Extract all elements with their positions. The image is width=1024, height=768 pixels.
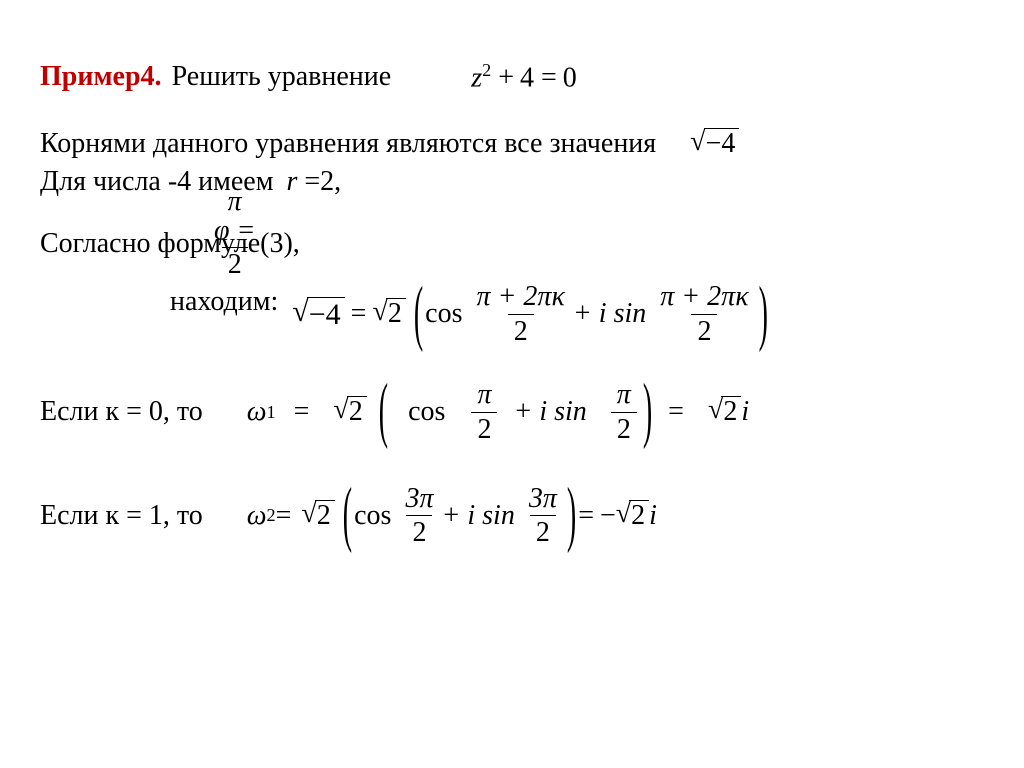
lparen-icon: ( — [414, 281, 423, 346]
sqrt-arg: −4 — [704, 128, 740, 160]
case1-line: Если к = 1, то ω2 = √ 2 ( cos 3π 2 + i s… — [40, 484, 994, 548]
case0-f2n: π — [613, 380, 635, 411]
case1-cos: cos — [354, 500, 391, 532]
case1-res-tail: i — [649, 500, 657, 532]
case1-res-neg: − — [600, 500, 616, 532]
case0-coef-arg: 2 — [347, 396, 367, 428]
eq-var: z — [471, 62, 482, 93]
case0-res-sqrt: √ 2 — [708, 396, 741, 428]
rparen-icon: ) — [759, 281, 768, 346]
example-label: Пример4. — [40, 61, 162, 93]
coef-sqrt-arg: 2 — [386, 298, 406, 330]
lhs-sqrt: √ −4 — [292, 297, 344, 331]
mf-eq: = — [351, 298, 367, 330]
eq-plus: + — [498, 62, 514, 93]
case1-f2n: 3π — [525, 484, 561, 515]
r-var: r — [286, 166, 297, 198]
artifact-den: 2 — [222, 247, 248, 279]
artifact-num: π — [210, 188, 259, 216]
case1-f2d: 2 — [530, 515, 556, 547]
mf-f2-num: π + 2πκ — [656, 282, 752, 313]
lparen-icon: ( — [343, 483, 352, 548]
overlay-artifact: π φ = 2 — [210, 188, 259, 280]
mf-f2-den: 2 — [691, 314, 717, 346]
case0-f2d: 2 — [611, 412, 637, 444]
mf-isin: + i sin — [573, 298, 646, 330]
case0-res-eq: = — [668, 396, 684, 428]
case1-text: Если к = 1, то — [40, 500, 203, 532]
case0-f1n: π — [473, 380, 495, 411]
case0-omega: ω — [247, 396, 267, 428]
formula-ref-text: Согласно формуле(3), — [40, 228, 300, 260]
task-text: Решить уравнение — [172, 61, 392, 93]
case1-idx: 2 — [267, 505, 276, 526]
case1-coef-arg: 2 — [315, 500, 335, 532]
case0-res-arg: 2 — [721, 396, 741, 428]
lparen-icon: ( — [379, 379, 388, 444]
case0-text: Если к = 0, то — [40, 396, 203, 428]
equation: z2 +4 =0 — [471, 60, 577, 94]
sqrt-neg4-icon: √ −4 — [690, 128, 739, 160]
case0-line: Если к = 0, то ω1 = √ 2 ( cos π 2 + i si… — [40, 380, 994, 444]
mf-cos: cos — [425, 298, 462, 330]
eq-eq: = — [541, 62, 557, 93]
mf-f1-den: 2 — [508, 314, 534, 346]
roots-line: Корнями данного уравнения являются все з… — [40, 128, 994, 160]
page: Пример4. Решить уравнение z2 +4 =0 Корня… — [0, 0, 1024, 768]
case0-frac1: π 2 — [471, 380, 497, 444]
artifact-phi: φ = — [210, 216, 259, 247]
find-text: находим: — [170, 282, 278, 318]
mf-frac2: π + 2πκ 2 — [656, 282, 752, 346]
case1-isin: + i sin — [441, 500, 514, 532]
roots-text: Корнями данного уравнения являются все з… — [40, 128, 656, 160]
eq-const: 4 — [520, 62, 534, 93]
case0-res-tail: i — [741, 396, 749, 428]
case1-frac2: 3π 2 — [525, 484, 561, 548]
rparen-icon: ) — [643, 379, 652, 444]
coef-sqrt: √ 2 — [372, 298, 405, 330]
case1-f1d: 2 — [406, 515, 432, 547]
case1-res-arg: 2 — [629, 500, 649, 532]
lhs-sqrt-arg: −4 — [307, 297, 345, 331]
r-eq: =2, — [304, 166, 341, 198]
case0-frac2: π 2 — [611, 380, 637, 444]
formula-ref-line: Согласно формуле(3), — [40, 228, 994, 260]
rparen-icon: ) — [567, 483, 576, 548]
main-formula-line: находим: √ −4 = √ 2 ( cos π + 2πκ 2 + i … — [40, 282, 994, 346]
num-prefix: Для числа - — [40, 166, 177, 198]
heading-line: Пример4. Решить уравнение z2 +4 =0 — [40, 60, 994, 94]
case1-f1n: 3π — [401, 484, 437, 515]
case1-eq: = — [276, 500, 292, 532]
number-line: Для числа - 4 имеем r =2, — [40, 166, 994, 198]
case1-omega: ω — [247, 500, 267, 532]
eq-exp: 2 — [482, 60, 491, 80]
case1-res-sqrt: √ 2 — [616, 500, 649, 532]
case0-cos: cos — [408, 396, 445, 428]
case1-coef-sqrt: √ 2 — [301, 500, 334, 532]
case0-f1d: 2 — [471, 412, 497, 444]
mf-frac1: π + 2πκ 2 — [473, 282, 569, 346]
case0-coef-sqrt: √ 2 — [333, 396, 366, 428]
case0-eq: = — [294, 396, 310, 428]
case1-frac1: 3π 2 — [401, 484, 437, 548]
case1-res-eq: = — [578, 500, 594, 532]
case0-idx: 1 — [267, 402, 276, 423]
case0-isin: + i sin — [513, 396, 586, 428]
eq-rhs: 0 — [563, 62, 577, 93]
mf-f1-num: π + 2πκ — [473, 282, 569, 313]
